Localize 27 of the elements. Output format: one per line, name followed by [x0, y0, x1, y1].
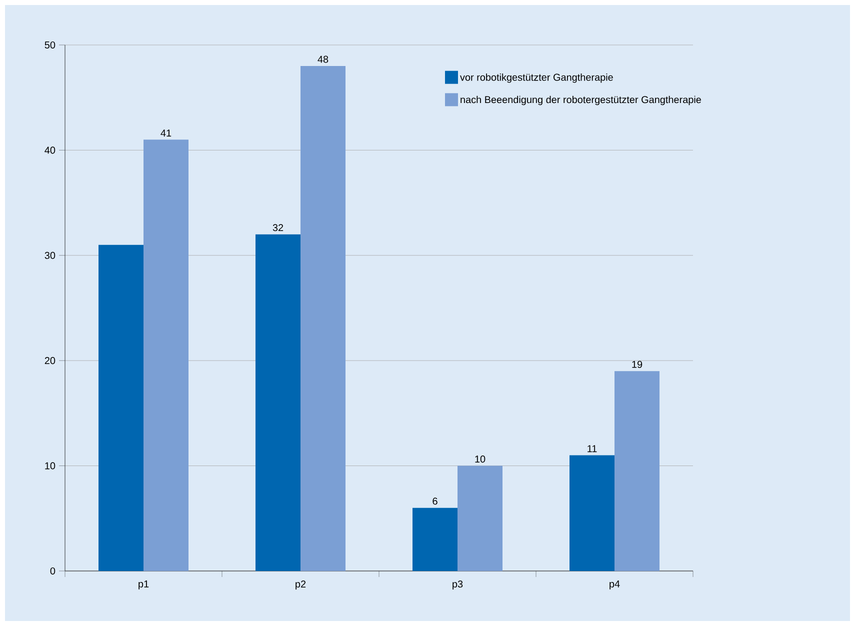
- x-tick-label: p1: [138, 580, 149, 590]
- bar: [98, 244, 144, 571]
- bar: [570, 455, 615, 571]
- data-label: 11: [588, 445, 597, 452]
- y-tick-label: 50: [44, 41, 56, 49]
- data-label: 48: [318, 56, 328, 63]
- legend-label: vor robotikgestützter Gangtherapie: [460, 73, 613, 83]
- legend-label: nach Beeendigung der robotergestützter Gangtherapie: [460, 96, 701, 106]
- bar: [144, 140, 189, 571]
- data-label: 32: [272, 224, 284, 232]
- y-tick-label: 20: [44, 357, 56, 364]
- data-label: 6: [432, 498, 438, 505]
- bar: [412, 508, 458, 571]
- x-tick-label: p3: [452, 580, 463, 590]
- y-tick-label: 40: [44, 146, 56, 154]
- y-tick-label: 30: [44, 252, 56, 259]
- data-label: 19: [632, 360, 642, 368]
- data-label: 10: [475, 456, 486, 463]
- bar: [256, 234, 301, 571]
- bar: [300, 66, 346, 571]
- y-tick-label: 0: [50, 567, 56, 575]
- x-tick-label: p2: [296, 580, 306, 590]
- bar: [458, 466, 503, 571]
- x-tick-label: p4: [610, 580, 620, 590]
- y-tick-label: 10: [45, 462, 56, 470]
- bar: [614, 371, 660, 571]
- data-label: 41: [160, 130, 172, 136]
